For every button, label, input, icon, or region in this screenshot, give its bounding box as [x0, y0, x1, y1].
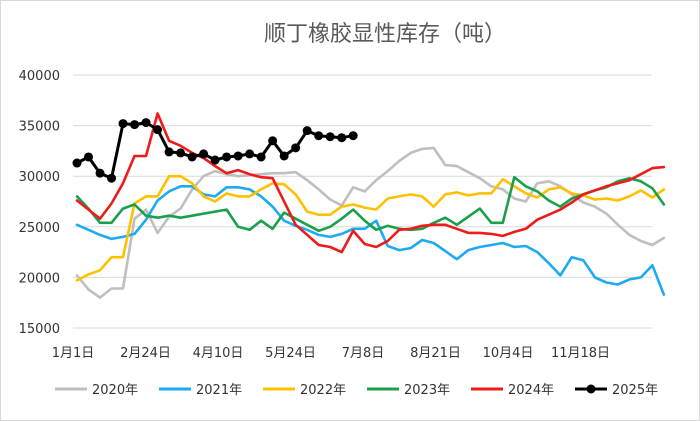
y-tick-label: 25000 — [19, 221, 60, 236]
x-tick-label: 4月10日 — [193, 346, 244, 361]
y-tick-label: 15000 — [19, 322, 60, 337]
data-point — [268, 136, 278, 146]
data-point — [176, 148, 186, 158]
x-tick-label: 11月18日 — [551, 346, 610, 361]
legend-label: 2023年 — [404, 383, 450, 398]
legend-label: 2024年 — [508, 383, 554, 398]
y-axis: 15000 20000 25000 30000 35000 40000 — [19, 69, 60, 337]
data-point — [130, 120, 140, 130]
data-point — [279, 151, 289, 161]
series-line — [75, 174, 666, 282]
data-point — [95, 168, 105, 178]
data-point — [210, 155, 220, 165]
series-line — [75, 112, 666, 254]
data-point — [187, 152, 197, 162]
data-point — [141, 118, 151, 128]
data-point — [233, 151, 243, 161]
legend-label: 2022年 — [300, 383, 346, 398]
data-point — [302, 126, 312, 136]
data-point — [314, 131, 324, 141]
x-tick-label: 5月24日 — [265, 346, 316, 361]
data-point — [164, 147, 174, 157]
x-tick-label: 2月24日 — [120, 346, 171, 361]
x-tick-label: 7月8日 — [342, 346, 385, 361]
y-tick-label: 30000 — [19, 170, 60, 185]
data-point — [325, 132, 335, 142]
data-point — [222, 152, 232, 162]
data-point — [72, 158, 82, 168]
gridlines — [73, 74, 652, 329]
data-point — [245, 149, 255, 159]
legend: 2020年 2021年 2022年 2023年 2024年 2025年 — [55, 383, 658, 398]
legend-label: 2020年 — [92, 383, 138, 398]
x-axis: 1月1日 2月24日 4月10日 5月24日 7月8日 8月21日 10月4日 11月18日 — [52, 346, 610, 361]
data-point — [107, 173, 117, 183]
legend-label: 2021年 — [196, 383, 242, 398]
data-point — [348, 131, 358, 141]
series-line — [75, 175, 666, 233]
x-tick-label: 8月21日 — [410, 346, 461, 361]
y-tick-label: 20000 — [19, 271, 60, 286]
data-point — [153, 125, 163, 135]
x-tick-label: 10月4日 — [483, 346, 534, 361]
y-tick-label: 40000 — [19, 69, 60, 84]
chart-title: 顺丁橡胶显性库存（吨） — [264, 22, 506, 47]
data-point — [291, 143, 301, 153]
y-tick-label: 35000 — [19, 120, 60, 135]
data-point — [256, 152, 266, 162]
legend-label: 2025年 — [612, 383, 658, 398]
data-point — [84, 152, 94, 162]
legend-marker — [586, 384, 596, 394]
data-point — [337, 133, 347, 143]
series-lines — [72, 112, 666, 299]
data-point — [118, 119, 128, 129]
data-point — [199, 149, 209, 159]
x-tick-label: 1月1日 — [52, 346, 95, 361]
